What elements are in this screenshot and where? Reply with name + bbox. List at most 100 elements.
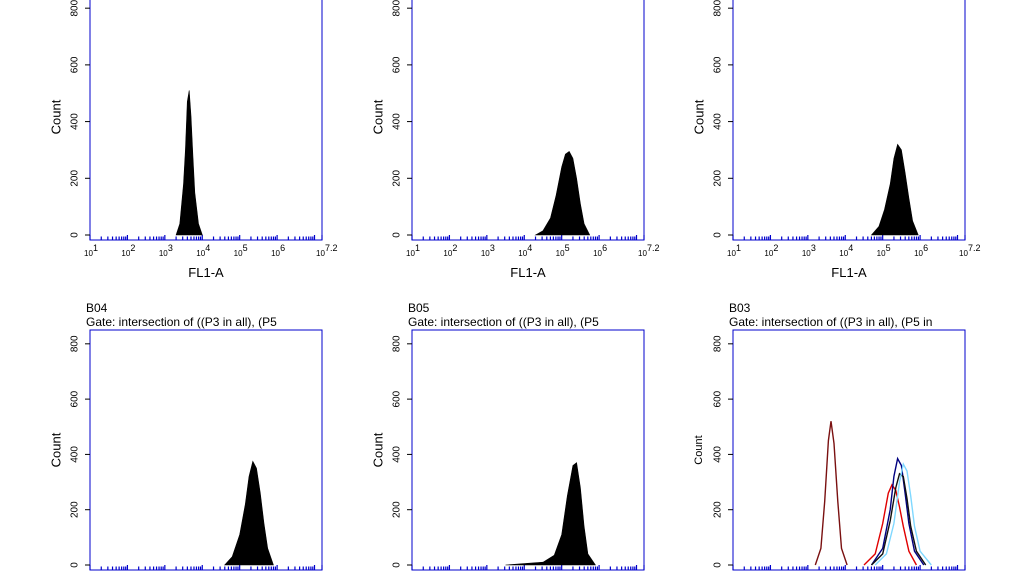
y-axis-label: Count (49, 432, 64, 467)
y-tick-label: 600 (713, 56, 724, 73)
y-tick-label: 600 (713, 390, 724, 407)
x-tick-label: 10 (727, 249, 736, 258)
y-tick-label: 800 (70, 0, 81, 17)
x-axis-label: FL1-A (831, 265, 867, 280)
x-tick-label: 10 (802, 249, 811, 258)
x-tick-exponent: 7.2 (968, 243, 981, 253)
x-tick-exponent: 7.2 (325, 243, 338, 253)
x-tick-label: 10 (84, 249, 93, 258)
y-tick-label: 800 (713, 335, 724, 352)
x-tick-exponent: 6 (602, 243, 607, 253)
panel-title: B03 (729, 301, 751, 315)
x-tick-label: 10 (316, 249, 325, 258)
x-tick-label: 10 (959, 249, 968, 258)
overlay-line-2 (863, 483, 918, 566)
x-minor-ticks (411, 235, 645, 240)
y-axis-label: Count (371, 432, 386, 467)
x-tick-exponent: 5 (886, 243, 891, 253)
overlay-line-1 (814, 421, 848, 566)
x-tick-label: 10 (234, 249, 243, 258)
x-tick-exponent: 3 (811, 243, 816, 253)
y-tick-label: 0 (70, 562, 81, 568)
overlay-line-5 (874, 462, 932, 566)
x-tick-label: 10 (764, 249, 773, 258)
panel-title: B04 (86, 301, 108, 315)
y-tick-label: 400 (392, 113, 403, 130)
x-minor-ticks (732, 565, 966, 570)
y-tick-label: 0 (392, 562, 403, 568)
y-tick-label: 800 (392, 335, 403, 352)
plot-frame (89, 0, 323, 241)
x-tick-label: 10 (196, 249, 205, 258)
x-tick-label: 10 (481, 249, 490, 258)
x-tick-exponent: 2 (773, 243, 778, 253)
x-tick-exponent: 5 (565, 243, 570, 253)
y-tick-label: 400 (392, 446, 403, 463)
x-tick-label: 10 (556, 249, 565, 258)
histogram-area (870, 143, 919, 236)
y-tick-label: 600 (392, 390, 403, 407)
plot-frame (89, 329, 323, 571)
x-tick-exponent: 1 (736, 243, 741, 253)
histogram-panel-1: 0200400600800Count101102103104105106107.… (49, 0, 338, 280)
y-tick-label: 200 (392, 501, 403, 518)
x-tick-label: 10 (877, 249, 886, 258)
x-tick-label: 10 (839, 249, 848, 258)
y-axis-label: Count (692, 99, 707, 134)
panel-title: B05 (408, 301, 430, 315)
x-axis-label: FL1-A (510, 265, 546, 280)
x-tick-exponent: 5 (243, 243, 248, 253)
x-minor-ticks (89, 235, 323, 240)
x-tick-exponent: 7.2 (647, 243, 660, 253)
x-tick-label: 10 (271, 249, 280, 258)
y-tick-label: 200 (713, 170, 724, 187)
plot-frame (732, 0, 966, 241)
y-tick-label: 600 (392, 56, 403, 73)
x-tick-label: 10 (638, 249, 647, 258)
y-tick-label: 600 (70, 390, 81, 407)
gate-label: Gate: intersection of ((P3 in all), (P5 (408, 315, 599, 329)
y-tick-label: 0 (713, 232, 724, 238)
x-minor-ticks (411, 565, 645, 570)
plot-frame (411, 329, 645, 571)
y-tick-label: 200 (713, 501, 724, 518)
x-minor-ticks (89, 565, 323, 570)
y-tick-label: 400 (713, 446, 724, 463)
x-tick-exponent: 2 (130, 243, 135, 253)
overlay-line-3 (870, 456, 925, 566)
y-tick-label: 400 (713, 113, 724, 130)
x-axis-label: FL1-A (188, 265, 224, 280)
y-axis-label: Count (371, 99, 386, 134)
y-tick-label: 400 (70, 446, 81, 463)
x-tick-exponent: 2 (452, 243, 457, 253)
y-tick-label: 200 (70, 170, 81, 187)
x-tick-label: 10 (518, 249, 527, 258)
x-tick-exponent: 4 (848, 243, 853, 253)
y-axis-label: Count (49, 99, 64, 134)
y-tick-label: 0 (713, 562, 724, 568)
x-tick-label: 10 (914, 249, 923, 258)
x-tick-label: 10 (121, 249, 130, 258)
histogram-area (175, 90, 203, 236)
x-minor-ticks (732, 235, 966, 240)
x-tick-exponent: 1 (93, 243, 98, 253)
y-tick-label: 800 (713, 0, 724, 17)
y-axis-label: Count (693, 435, 705, 464)
y-tick-label: 400 (70, 113, 81, 130)
y-tick-label: 800 (392, 0, 403, 17)
plot-frame (732, 329, 966, 571)
histogram-area (534, 150, 591, 236)
x-tick-exponent: 1 (415, 243, 420, 253)
y-tick-label: 200 (392, 170, 403, 187)
gate-label: Gate: intersection of ((P3 in all), (P5 … (729, 315, 932, 329)
y-tick-label: 600 (70, 56, 81, 73)
histogram-area (505, 462, 596, 566)
x-tick-label: 10 (406, 249, 415, 258)
y-tick-label: 0 (70, 232, 81, 238)
x-tick-label: 10 (443, 249, 452, 258)
x-tick-label: 10 (593, 249, 602, 258)
gate-label: Gate: intersection of ((P3 in all), (P5 (86, 315, 277, 329)
